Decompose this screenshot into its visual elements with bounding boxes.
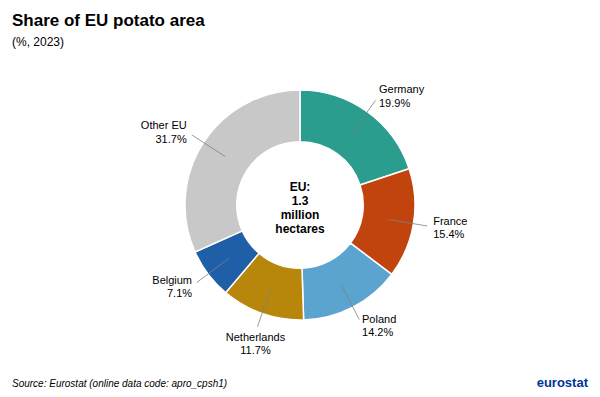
- data-label: Netherlands11.7%: [226, 331, 286, 356]
- slice: [302, 243, 392, 320]
- data-label-value: 7.1%: [167, 287, 192, 299]
- data-label-value: 19.9%: [379, 97, 410, 109]
- data-label-value: 15.4%: [433, 228, 464, 240]
- data-label-value: 11.7%: [240, 344, 271, 356]
- connector: [257, 289, 270, 327]
- data-label-value: 14.2%: [362, 326, 393, 338]
- data-label: France15.4%: [433, 215, 467, 240]
- data-label-category: Netherlands: [226, 331, 286, 343]
- data-label-category: Belgium: [152, 274, 192, 286]
- connector: [197, 259, 229, 283]
- data-label: Germany 19.9%: [379, 83, 425, 108]
- logo-text: eurostat: [537, 375, 589, 390]
- data-label: Other EU 31.7%: [141, 119, 187, 144]
- data-label-category: Germany: [379, 83, 425, 95]
- connector: [341, 284, 359, 319]
- connector: [388, 219, 427, 225]
- connector: [352, 100, 375, 132]
- chart: Share of EU potato area (%, 2023) Germany 1…: [0, 0, 600, 397]
- data-label: Belgium7.1%: [152, 274, 192, 299]
- donut: Germany 19.9% France15.4% Poland14.2% Nether…: [141, 83, 468, 356]
- center-text: EU:1.3millionhectares: [275, 180, 325, 236]
- data-label-category: France: [433, 215, 467, 227]
- data-label-value: 31.7%: [155, 133, 186, 145]
- title: Share of EU potato area: [12, 11, 205, 30]
- data-label: Poland14.2%: [362, 313, 396, 338]
- data-label-category: Other EU: [141, 119, 187, 131]
- connector: [192, 135, 225, 157]
- subtitle: (%, 2023): [12, 35, 64, 49]
- source: Source: Eurostat (online data code: apro…: [12, 378, 227, 389]
- data-label-category: Poland: [362, 313, 396, 325]
